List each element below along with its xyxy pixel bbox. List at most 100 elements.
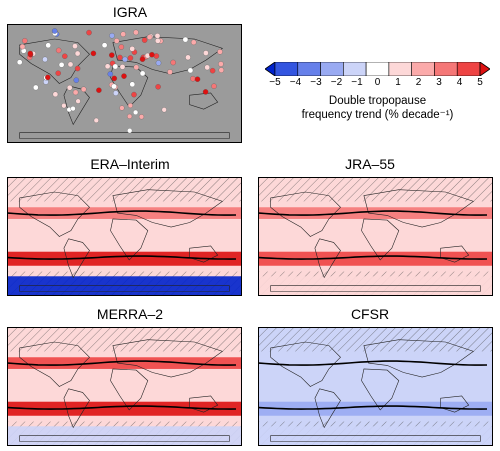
colorbar-tick-label: −5 (269, 77, 281, 88)
station-point (80, 86, 87, 93)
igra-map-svg (8, 25, 241, 142)
station-point (129, 46, 135, 52)
sh-jet-contour (259, 255, 488, 260)
coastline (361, 218, 400, 261)
era-interim-map-svg (8, 178, 241, 295)
cfsr-map-svg (259, 328, 492, 445)
station-point (167, 69, 173, 75)
station-point (55, 70, 61, 76)
station-point (55, 47, 62, 54)
nh-jet-contour (259, 210, 488, 216)
colorbar-tick-label: −1 (351, 77, 363, 88)
station-point (51, 28, 58, 34)
station-point (133, 29, 139, 36)
station-point (127, 113, 133, 119)
station-point (211, 83, 217, 89)
station-point (146, 34, 153, 40)
station-point (154, 33, 161, 39)
era-interim-map (7, 177, 242, 296)
igra-map (7, 24, 242, 143)
station-point (109, 52, 115, 58)
colorbar-segment (297, 61, 321, 77)
coastline (19, 38, 90, 84)
station-point (117, 54, 123, 61)
nh-jet-contour (259, 360, 488, 366)
colorbar-label: Double tropopause frequency trend (% dec… (265, 94, 490, 122)
station-point (111, 75, 118, 82)
coastline (19, 132, 230, 139)
station-point (133, 109, 139, 115)
station-point (109, 32, 115, 39)
map-background (8, 25, 241, 142)
station-point (70, 106, 76, 112)
colorbar-segment (434, 61, 458, 77)
coastline (112, 339, 224, 378)
colorbar-arrow-right (479, 61, 491, 77)
station-point (104, 63, 111, 70)
station-point (127, 55, 134, 61)
station-point (58, 62, 65, 68)
station-point (122, 56, 128, 63)
merra2-map (7, 327, 242, 446)
cfsr-title: CFSR (350, 306, 390, 322)
colorbar-tick-label: 1 (395, 77, 401, 88)
colorbar-svg (264, 61, 491, 77)
colorbar-tick-label: 3 (436, 77, 442, 88)
station-point (119, 64, 126, 70)
colorbar-arrow-left (264, 61, 276, 77)
station-point (96, 87, 102, 93)
station-point (217, 49, 223, 55)
station-point (218, 61, 224, 67)
cfsr-map (258, 327, 493, 446)
nh-trend-band (8, 207, 241, 219)
nh-jet-contour (8, 210, 237, 216)
station-point (209, 67, 216, 74)
station-point (73, 77, 80, 83)
station-point (161, 107, 167, 113)
sh-jet-contour (8, 405, 237, 410)
sh-jet-contour (8, 255, 237, 260)
station-point (129, 81, 136, 88)
station-point (101, 42, 108, 48)
station-point (16, 59, 23, 65)
station-point (27, 50, 34, 57)
coastline (270, 285, 481, 292)
nh-trend-band (259, 207, 492, 219)
station-point (139, 70, 146, 77)
coastline (361, 368, 400, 411)
colorbar-tick-label: −4 (289, 77, 302, 88)
station-point (202, 89, 209, 95)
station-point (187, 67, 194, 74)
jra55-map-svg (259, 178, 492, 295)
station-point (112, 63, 119, 70)
station-point (67, 61, 74, 68)
nh-trend-band (259, 357, 492, 369)
station-point (194, 76, 201, 82)
station-point (127, 102, 133, 109)
station-point (139, 56, 146, 62)
coastline (19, 435, 230, 442)
station-point (74, 65, 81, 72)
station-point (204, 64, 210, 71)
coastline (19, 191, 90, 237)
station-point (121, 73, 127, 79)
coastline (363, 189, 475, 228)
station-point (149, 51, 155, 58)
coastline (63, 238, 90, 279)
station-point (138, 114, 145, 120)
station-point (133, 64, 140, 71)
coastline (110, 218, 149, 261)
coastline (363, 339, 475, 378)
station-point (111, 83, 117, 90)
station-point (141, 37, 148, 43)
colorbar-segment (411, 61, 435, 77)
colorbar-segment (456, 61, 481, 77)
significance-hatch-north (259, 178, 492, 202)
station-point (45, 74, 51, 81)
nh-trend-band (8, 357, 241, 369)
colorbar-segment (320, 61, 344, 77)
significance-hatch-north (8, 178, 241, 202)
nh-jet-contour (8, 360, 237, 366)
sh-trend-band (259, 401, 492, 416)
station-point (90, 50, 97, 57)
